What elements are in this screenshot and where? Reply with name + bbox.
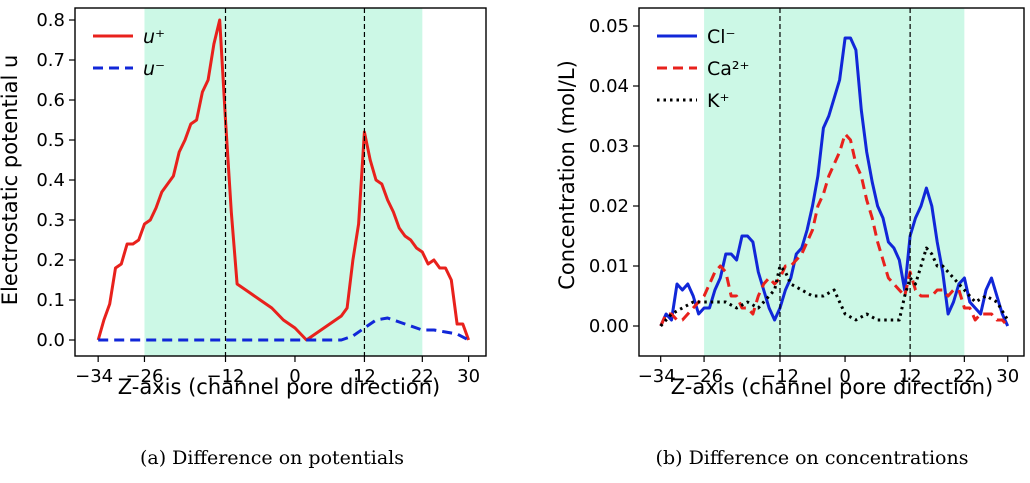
x-tick-label: −34: [75, 366, 113, 387]
panel-b-vlines: [779, 8, 911, 356]
panel-a-vlines: [224, 8, 366, 356]
panel-b-xticks: −34 −26 −12 0 12 22 30: [638, 356, 1019, 387]
panel-a-lines: [96, 18, 471, 342]
panel-concentrations: −34 −26 −12 0 12 22 30 0.000.010.020.030.040.0…: [555, 7, 1025, 469]
panel-a-xlabel: Z-axis (channel pore direction): [118, 375, 440, 399]
y-tick-label: 0.01: [589, 256, 629, 277]
x-tick-label: 12: [353, 366, 376, 387]
panel-a-ylabel: Electrostatic potential u: [0, 55, 22, 306]
y-tick-label: 0.00: [589, 316, 629, 337]
legend-label: u⁺: [143, 26, 165, 48]
panel-b-lines: [659, 36, 1010, 328]
panel-a-xticks: −34 −26 −12 0 12 22 30: [75, 356, 480, 387]
x-tick-label: 22: [411, 366, 434, 387]
x-tick-label: −34: [638, 366, 676, 387]
panel-a-frame: [74, 7, 487, 357]
x-tick-label: −26: [685, 366, 723, 387]
y-tick-label: 0.02: [589, 196, 629, 217]
y-tick-label: 0.0: [36, 330, 65, 351]
x-tick-label: 0: [289, 366, 300, 387]
y-tick-label: 0.2: [36, 250, 65, 271]
y-tick-label: 0.05: [589, 16, 629, 37]
y-tick-label: 0.4: [36, 170, 65, 191]
series-line-0: [96, 18, 471, 342]
y-tick-label: 0.6: [36, 90, 65, 111]
series-line-0: [659, 36, 1010, 327]
y-tick-label: 0.3: [36, 210, 65, 231]
series-line-2: [659, 246, 1009, 328]
y-tick-label: 0.8: [36, 10, 65, 31]
panel-a-shaded-region: [144, 8, 423, 356]
legend-label: K⁺: [707, 90, 730, 112]
legend-label: u⁻: [143, 58, 165, 80]
y-tick-label: 0.03: [589, 136, 629, 157]
y-tick-label: 0.1: [36, 290, 65, 311]
panel-b-yticks: 0.00 0.01 0.02 0.03 0.04 0.05: [589, 16, 639, 337]
panel-b-legend: Cl⁻ Ca²⁺ K⁺: [657, 26, 750, 112]
panel-a-yticks: 0.0 0.1 0.2 0.3 0.4 0.5 0.6 0.7 0.8: [36, 10, 75, 351]
x-tick-label: −12: [761, 366, 799, 387]
x-tick-label: 22: [953, 366, 976, 387]
x-tick-label: 0: [839, 366, 850, 387]
legend-label: Ca²⁺: [707, 58, 750, 80]
x-tick-label: 12: [899, 366, 922, 387]
x-tick-label: 30: [996, 366, 1019, 387]
panel-a-caption: (a) Difference on potentials: [140, 447, 404, 469]
panel-b-shaded-region: [704, 8, 965, 356]
panel-b-frame: [638, 7, 1025, 357]
panel-b-ylabel: Concentration (mol/L): [555, 60, 579, 290]
panel-a-legend: u⁺ u⁻: [93, 26, 165, 80]
x-tick-label: −12: [207, 366, 245, 387]
y-tick-label: 0.04: [589, 76, 629, 97]
panel-b-xlabel: Z-axis (channel pore direction): [671, 375, 993, 399]
panel-potentials: −34 −26 −12 0 12 22 30 0.00.10.20.30.40.50.60.…: [0, 7, 487, 469]
panel-b-caption: (b) Difference on concentrations: [656, 447, 969, 469]
x-tick-label: −26: [125, 366, 163, 387]
y-tick-label: 0.5: [36, 130, 65, 151]
series-line-1: [98, 316, 470, 342]
y-tick-label: 0.7: [36, 50, 65, 71]
legend-label: Cl⁻: [707, 26, 736, 48]
series-line-1: [659, 132, 1009, 328]
x-tick-label: 30: [457, 366, 480, 387]
